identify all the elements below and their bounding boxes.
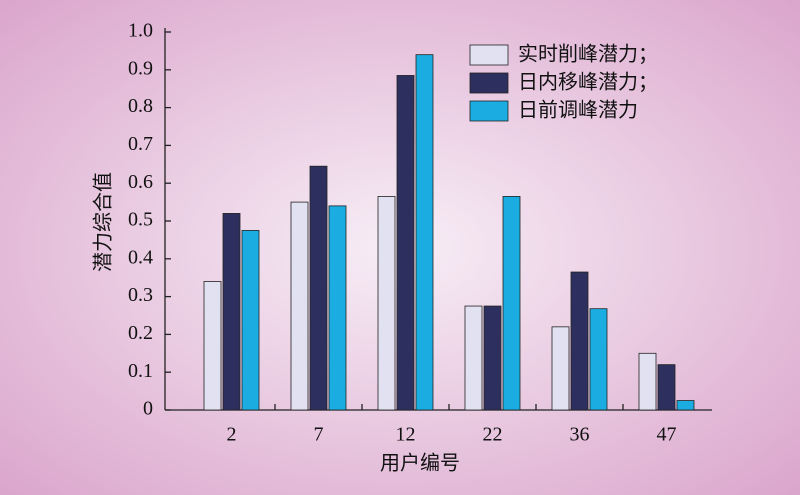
bar [241, 230, 260, 411]
bar [290, 201, 309, 411]
x-tick-label: 12 [396, 424, 416, 446]
x-tick-label: 22 [483, 424, 503, 446]
bar [415, 54, 434, 411]
x-tick-label: 47 [657, 424, 677, 446]
legend-swatch [469, 72, 509, 94]
bar [464, 305, 483, 411]
y-axis-label: 潜力综合值 [91, 172, 115, 272]
y-tick-label: 0.2 [128, 322, 153, 344]
legend-label: 日前调峰潜力 [518, 98, 638, 122]
legend-swatch [469, 44, 509, 66]
bar [551, 326, 570, 411]
bar [676, 400, 695, 411]
legend-label: 日内移峰潜力； [518, 70, 658, 94]
bar [203, 281, 222, 411]
y-tick-label: 0.3 [128, 284, 153, 306]
bar [570, 271, 589, 411]
y-tick-label: 0.8 [128, 95, 153, 117]
bar [328, 205, 347, 411]
x-tick-label: 36 [570, 424, 590, 446]
bar [222, 213, 241, 411]
y-tick-label: 0.1 [128, 360, 153, 382]
bar [309, 165, 328, 411]
y-tick-label: 0.4 [128, 246, 153, 268]
y-tick-label: 1.0 [128, 20, 153, 42]
y-tick-label: 0 [143, 398, 153, 420]
bar [396, 75, 415, 411]
bar [483, 305, 502, 411]
y-tick-label: 0.6 [128, 171, 153, 193]
x-tick-label: 7 [314, 424, 324, 446]
x-axis-label: 用户编号 [380, 451, 460, 475]
x-tick-label: 2 [227, 424, 237, 446]
y-tick-label: 0.7 [128, 133, 153, 155]
bar [502, 196, 521, 411]
bar [657, 364, 676, 411]
legend-label: 实时削峰潜力； [518, 42, 658, 66]
legend-swatch [469, 100, 509, 122]
y-tick-label: 0.5 [128, 209, 153, 231]
bar [589, 308, 608, 411]
y-tick-label: 0.9 [128, 57, 153, 79]
bar [377, 196, 396, 411]
bar [638, 352, 657, 411]
